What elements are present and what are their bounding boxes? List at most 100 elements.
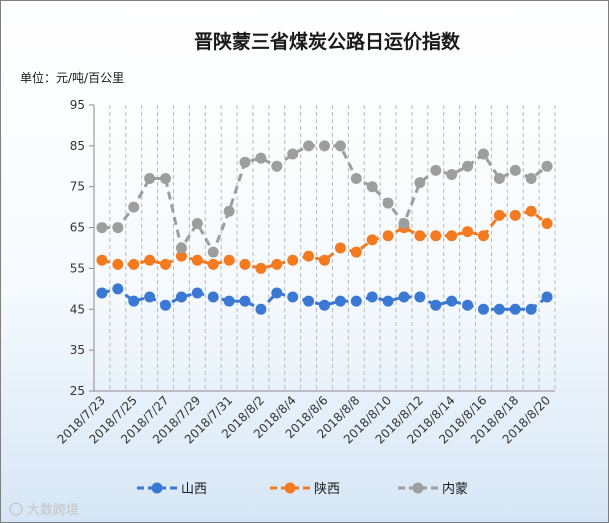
data-point	[525, 173, 537, 185]
data-point	[382, 295, 394, 307]
data-point	[382, 197, 394, 209]
series-line	[101, 287, 549, 311]
data-point	[525, 205, 537, 217]
data-point	[191, 254, 203, 266]
legend-item-2: 陕西	[270, 482, 340, 497]
data-point	[191, 287, 203, 299]
legend: 山西 陕西 内蒙	[137, 481, 468, 497]
data-point	[382, 230, 394, 242]
data-point	[160, 258, 172, 270]
data-point	[239, 295, 251, 307]
data-point	[128, 201, 140, 213]
data-point	[144, 173, 156, 185]
data-point	[493, 303, 505, 315]
data-point	[287, 254, 299, 266]
chart-title: 晋陕蒙三省煤炭公路日运价指数	[194, 30, 461, 53]
legend-item-1: 山西	[137, 482, 207, 497]
data-point	[366, 181, 378, 193]
x-axis-ticks: 2018/7/232018/7/252018/7/272018/7/292018…	[55, 393, 554, 446]
data-point	[271, 258, 283, 270]
y-tick-label: 55	[70, 261, 85, 275]
y-tick-label: 25	[70, 384, 85, 398]
legend-label: 陕西	[314, 482, 340, 497]
data-point	[175, 242, 187, 254]
data-point	[223, 205, 235, 217]
data-point	[398, 217, 410, 229]
data-point	[525, 303, 537, 315]
data-point	[303, 140, 315, 152]
data-point	[96, 254, 108, 266]
data-point	[207, 258, 219, 270]
series-3	[96, 140, 553, 258]
data-point	[112, 222, 124, 234]
data-point	[112, 258, 124, 270]
data-point	[144, 291, 156, 303]
data-point	[334, 140, 346, 152]
data-point	[160, 173, 172, 185]
data-point	[541, 291, 553, 303]
data-point	[287, 148, 299, 160]
data-point	[477, 230, 489, 242]
data-point	[319, 140, 330, 152]
data-point	[112, 283, 124, 295]
data-point	[175, 291, 187, 303]
data-point	[477, 303, 489, 315]
data-point	[366, 291, 378, 303]
data-point	[223, 254, 235, 266]
data-point	[446, 295, 458, 307]
data-point	[271, 287, 283, 299]
data-point	[239, 258, 251, 270]
data-point	[191, 217, 203, 229]
legend-marker	[151, 482, 163, 494]
y-tick-label: 65	[70, 221, 85, 235]
data-point	[303, 250, 315, 262]
data-point	[128, 258, 140, 270]
data-point	[96, 287, 108, 299]
data-point	[430, 299, 442, 311]
watermark-text: 大数跨境	[27, 503, 79, 518]
y-axis-ticks: 25 35 45 55 65 75 85 95	[70, 98, 94, 398]
data-point	[334, 295, 346, 307]
data-point	[175, 250, 187, 262]
data-point	[430, 230, 442, 242]
data-point	[334, 242, 346, 254]
legend-label: 内蒙	[442, 481, 468, 497]
data-point	[446, 168, 458, 180]
watermark: 大数跨境	[9, 502, 79, 518]
data-point	[366, 234, 378, 246]
data-point	[255, 303, 267, 315]
series-layer	[96, 140, 553, 315]
y-tick-label: 95	[70, 98, 85, 112]
data-point	[446, 230, 458, 242]
series-1	[96, 283, 553, 315]
unit-label: 单位：元/吨/百公里	[20, 70, 124, 85]
data-point	[509, 164, 521, 176]
legend-marker	[412, 482, 424, 494]
data-point	[223, 295, 235, 307]
data-point	[255, 152, 267, 164]
data-point	[462, 299, 474, 311]
data-point	[430, 164, 442, 176]
data-point	[128, 295, 140, 307]
data-point	[350, 246, 362, 258]
legend-item-3: 内蒙	[398, 481, 468, 497]
data-point	[287, 291, 299, 303]
data-point	[207, 246, 219, 258]
data-point	[509, 209, 521, 221]
data-point	[319, 299, 330, 311]
y-tick-label: 85	[70, 139, 85, 153]
data-point	[509, 303, 521, 315]
y-tick-label: 45	[70, 302, 85, 316]
series-2	[96, 205, 553, 274]
data-point	[239, 156, 251, 168]
legend-marker	[284, 482, 296, 494]
data-point	[493, 173, 505, 185]
data-point	[303, 295, 315, 307]
data-point	[414, 177, 426, 189]
series-line	[101, 209, 549, 270]
data-point	[350, 173, 362, 185]
data-point	[462, 160, 474, 172]
data-point	[541, 160, 553, 172]
data-point	[160, 299, 172, 311]
